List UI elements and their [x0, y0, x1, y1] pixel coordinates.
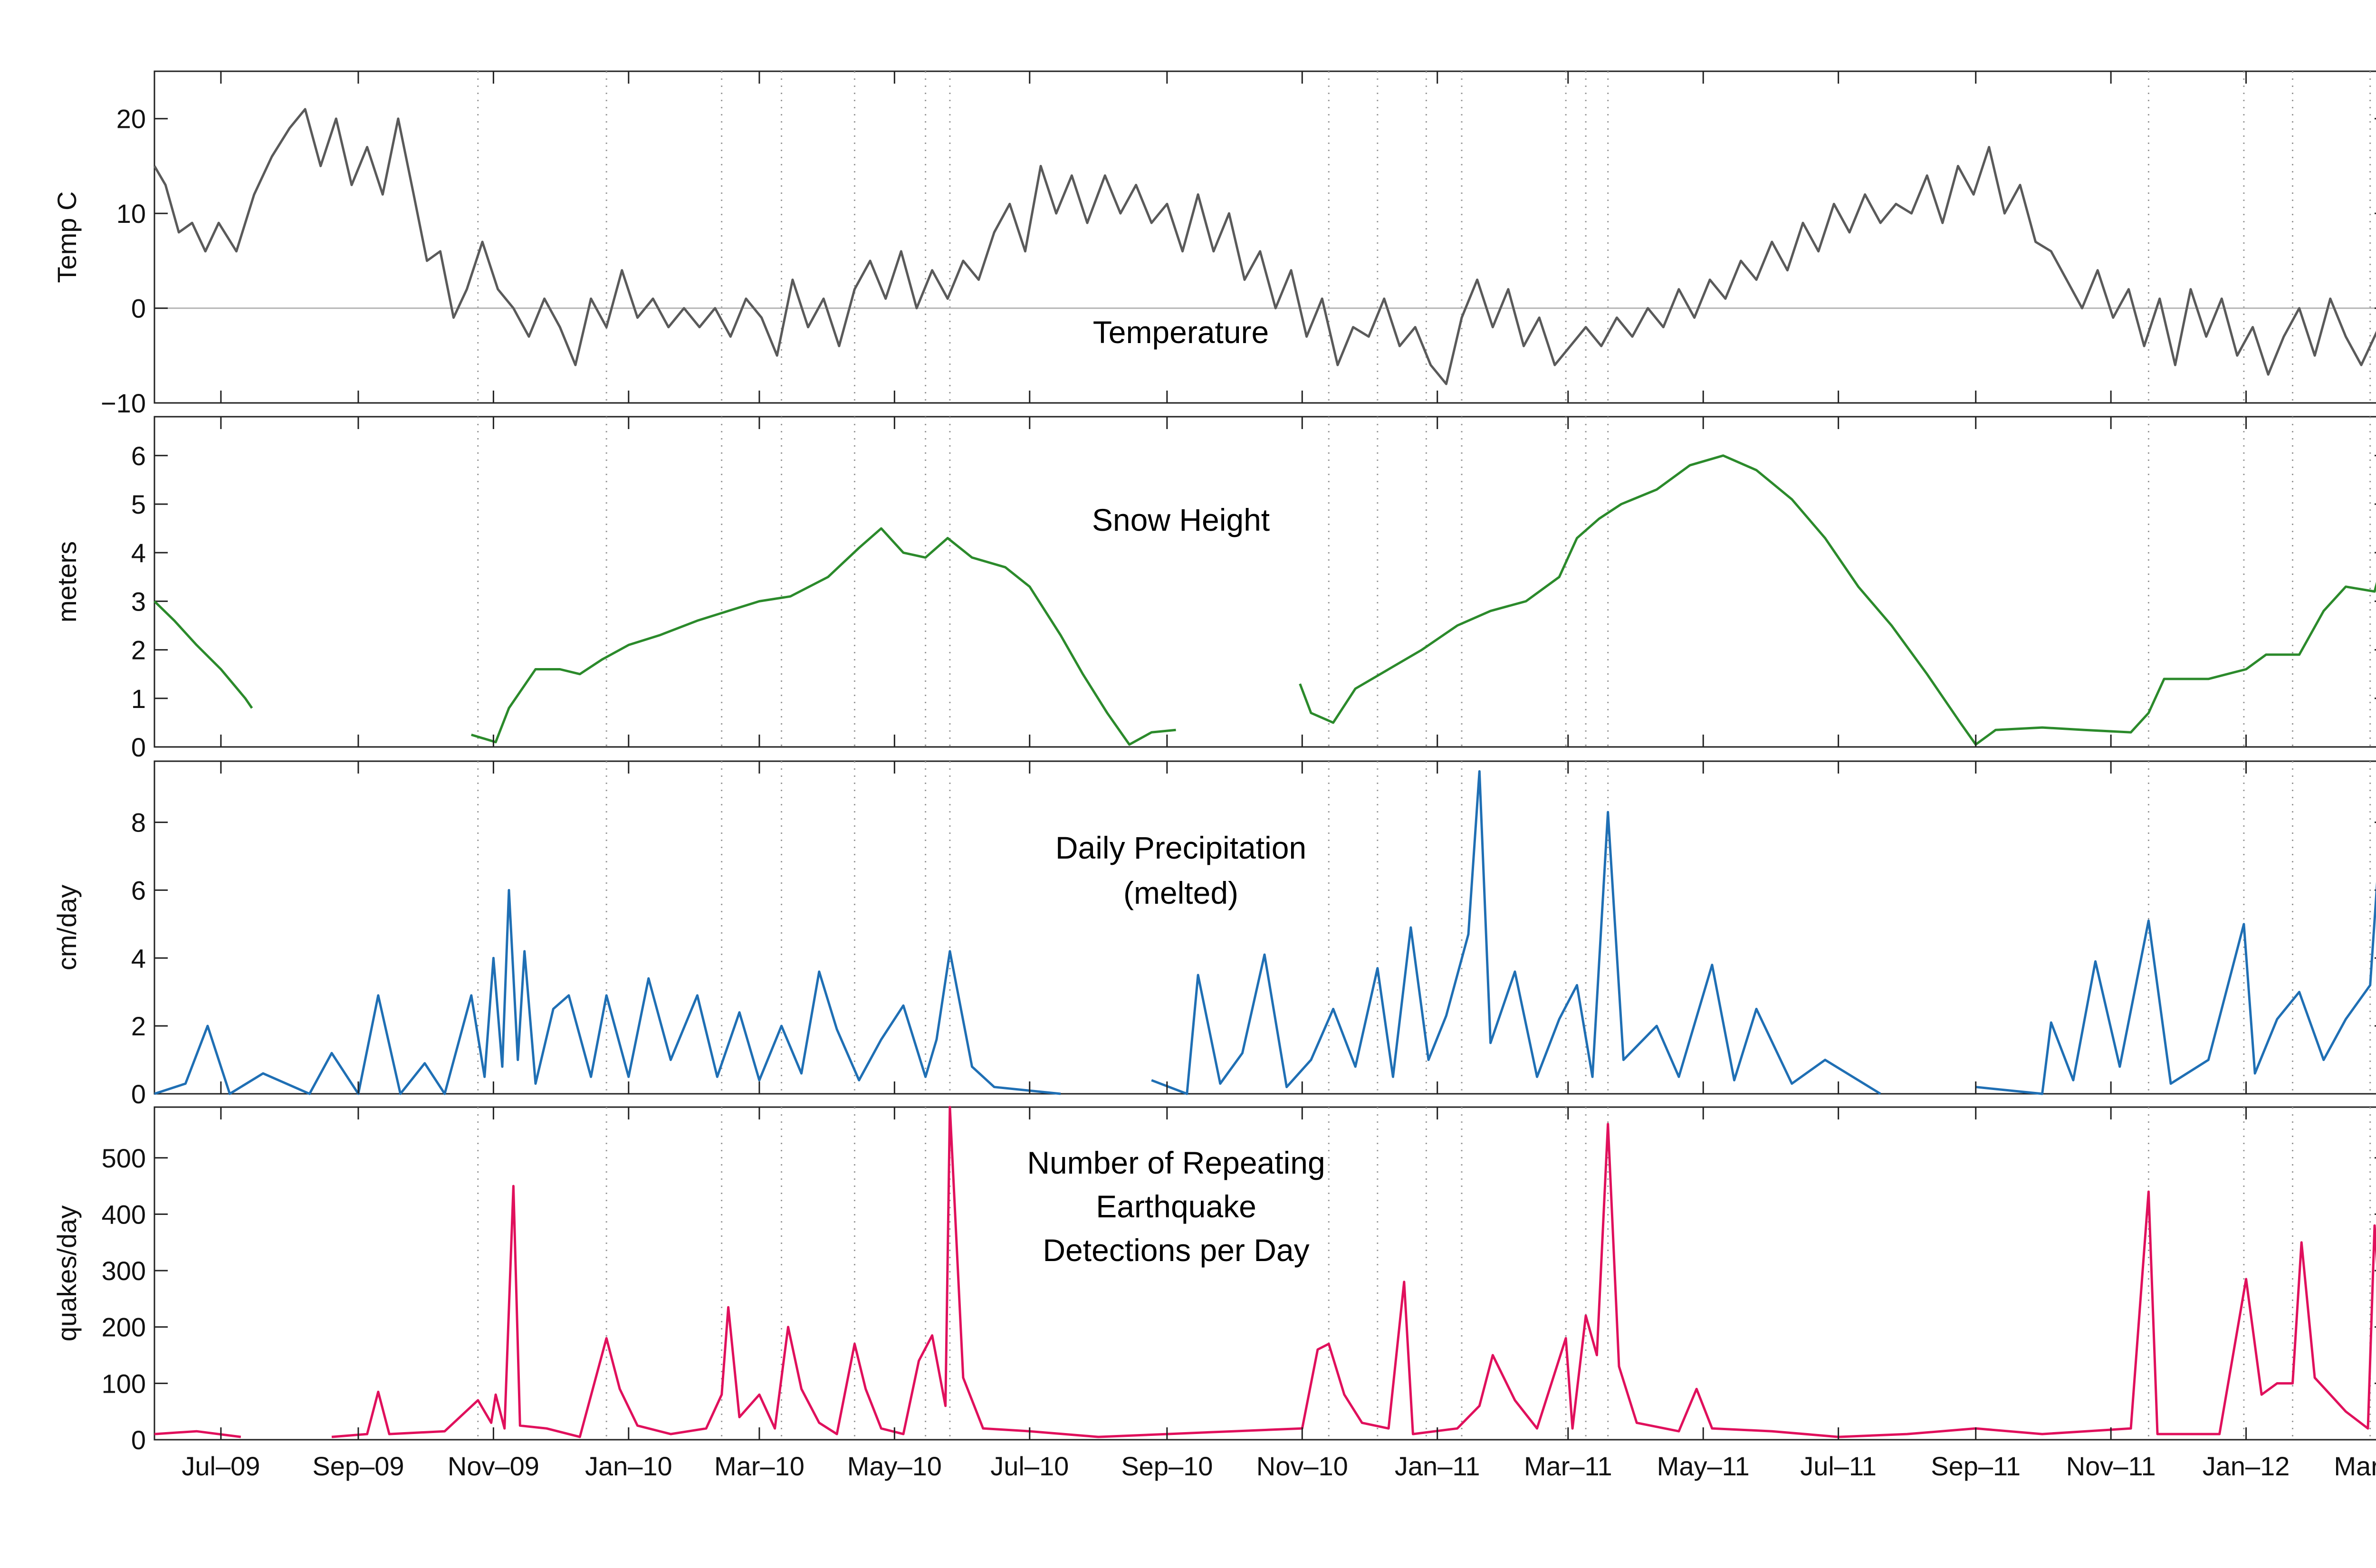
temperature-y-axis-label: Temp C [52, 191, 82, 283]
y-tick-label: 200 [102, 1312, 146, 1342]
snow-height-series-line [153, 454, 2376, 746]
y-tick-label: 0 [131, 1425, 146, 1455]
y-tick-label: 5 [131, 489, 146, 519]
y-tick-label: 1 [131, 684, 146, 714]
y-tick-label: 100 [102, 1368, 146, 1398]
y-tick-label: 8 [131, 808, 146, 838]
y-tick-label: 0 [131, 294, 146, 324]
x-tick-label: Jan–12 [2203, 1451, 2290, 1481]
panel-snow-height: 0 1 2 3 4 5 6 meters Snow Height [52, 416, 2376, 762]
x-tick-label: Jan–10 [585, 1451, 672, 1481]
temperature-series-line [153, 108, 2376, 385]
panel-temperature: −10 0 10 20 Temp C Temperature [52, 70, 2376, 418]
panel-precipitation: 0 2 4 6 8 cm/day Daily Precipitation (melted) [52, 760, 2376, 1109]
temperature-frame [153, 70, 2376, 404]
earthquakes-frame [153, 1106, 2376, 1441]
y-tick-label: 400 [102, 1199, 146, 1229]
precipitation-frame [153, 760, 2376, 1095]
snow-height-annotation: Snow Height [1092, 502, 1270, 537]
precipitation-annotation: Daily Precipitation [1055, 830, 1306, 865]
precipitation-annotation: (melted) [1123, 875, 1238, 910]
y-tick-label: 0 [131, 1079, 146, 1109]
x-tick-label: Mar–10 [714, 1451, 805, 1481]
y-tick-label: 6 [131, 875, 146, 905]
x-tick-label: Nov–11 [2066, 1451, 2156, 1481]
x-tick-label: May–11 [1657, 1451, 1750, 1481]
x-tick-label: Mar–12 [2334, 1451, 2376, 1481]
earthquakes-annotation: Number of Repeating [1027, 1145, 1325, 1180]
y-tick-label: 0 [131, 732, 146, 762]
snow-height-y-axis-label: meters [52, 541, 82, 622]
y-tick-label: 500 [102, 1143, 146, 1173]
earthquakes-annotation: Earthquake [1096, 1189, 1256, 1224]
x-tick-label: Jul–09 [182, 1451, 260, 1481]
x-tick-label: Jul–10 [990, 1451, 1069, 1481]
panel-earthquakes: 0 100 200 300 400 500 quakes/day Number of Repe… [52, 1106, 2376, 1455]
x-tick-label: May–10 [847, 1451, 942, 1481]
y-tick-label: 2 [131, 1011, 146, 1041]
x-tick-label: Jul–11 [1800, 1451, 1877, 1481]
y-tick-label: 20 [116, 104, 146, 134]
snow-height-frame [153, 416, 2376, 748]
y-tick-label: 300 [102, 1256, 146, 1286]
y-tick-label: 6 [131, 441, 146, 471]
x-tick-label: Sep–09 [312, 1451, 404, 1481]
y-tick-label: 3 [131, 586, 146, 616]
y-tick-label: 10 [116, 199, 146, 229]
temperature-annotation: Temperature [1093, 315, 1269, 350]
precipitation-series-line [154, 770, 2376, 1095]
y-tick-label: −10 [101, 388, 146, 418]
x-axis: Jul–09 Sep–09 Nov–09 Jan–10 Mar–10 May–10 Jul–… [182, 71, 2376, 1481]
x-tick-label: Nov–10 [1256, 1451, 1348, 1481]
precipitation-y-axis-label: cm/day [52, 885, 82, 971]
x-tick-label: Nov–09 [448, 1451, 539, 1481]
x-tick-label: Jan–11 [1395, 1451, 1480, 1481]
y-tick-label: 4 [131, 538, 146, 568]
y-tick-label: 4 [131, 943, 146, 973]
earthquakes-y-axis-label: quakes/day [52, 1205, 82, 1341]
x-tick-label: Mar–11 [1524, 1451, 1612, 1481]
x-tick-label: Sep–10 [1121, 1451, 1213, 1481]
x-tick-label: Sep–11 [1931, 1451, 2021, 1481]
y-tick-label: 2 [131, 635, 146, 665]
earthquakes-annotation: Detections per Day [1043, 1233, 1309, 1268]
earthquakes-series-line [154, 1106, 2376, 1438]
